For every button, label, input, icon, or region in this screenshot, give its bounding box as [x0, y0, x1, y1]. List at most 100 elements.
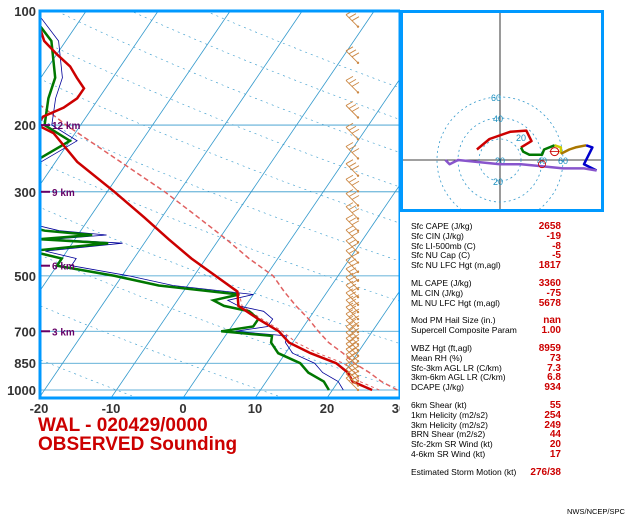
plot-area [0, 11, 400, 398]
param-row: ML CIN (J/kg) -75 [411, 287, 561, 299]
param-value: 2658 [538, 221, 561, 232]
param-label: Sfc NU LFC Hgt (m,agl) [411, 260, 501, 271]
dry-adiabat-line [40, 254, 400, 389]
wind-barb [345, 322, 360, 340]
param-label: BRN Shear (m2/s2) [411, 429, 486, 440]
wind-barb [345, 255, 360, 274]
dry-adiabat-line [40, 305, 284, 398]
param-value: 6.8 [547, 372, 561, 384]
param-row: 3km-6km AGL LR (C/km) 6.8 [411, 373, 561, 383]
virtual-temp-trace [114, 191, 380, 391]
param-label: Supercell Composite Param [411, 325, 517, 336]
credit-label: NWS/NCEP/SPC [567, 507, 625, 516]
hodograph-ring [478, 138, 522, 182]
param-label: ML CAPE (J/kg) [411, 277, 472, 288]
param-row: ML CAPE (J/kg) 3360 [411, 277, 561, 289]
pressure-tick-label: 300 [14, 185, 36, 200]
dry-adiabat-line [40, 39, 400, 188]
dewpoint-trace [40, 23, 330, 391]
temperature-tick-label: 10 [248, 401, 262, 415]
wind-barb [345, 101, 360, 119]
param-value: -8 [552, 240, 561, 252]
param-value: nan [543, 315, 561, 327]
wind-barb [345, 225, 360, 244]
param-label: Mod PM Hail Size (in.) [411, 315, 496, 326]
param-row: 1km Helicity (m2/s2) 254 [411, 409, 561, 421]
hodograph-axis-label: 60 [558, 156, 568, 166]
isotherm-line [254, 184, 400, 398]
param-label: Sfc CIN (J/kg) [411, 230, 464, 241]
hodograph-axis-label: 20 [493, 177, 503, 187]
param-value: 7.3 [547, 362, 561, 374]
chart-title-station: WAL - 020429/0000 [38, 415, 208, 436]
param-row: Mean RH (%) 73 [411, 353, 561, 364]
isotherm-line [326, 289, 400, 398]
wind-barb [345, 46, 360, 65]
isotherm-line [40, 11, 231, 292]
param-value: 5678 [538, 297, 561, 309]
param-row: Sfc NU LFC Hgt (m,agl) 1817 [411, 260, 561, 272]
param-value: -5 [552, 250, 561, 262]
skew-t-frame [38, 9, 400, 400]
pressure-tick-label: 1000 [7, 383, 36, 398]
param-value: 44 [549, 429, 561, 441]
param-value: -19 [546, 230, 561, 242]
param-label: 6km Shear (kt) [411, 399, 467, 410]
hodograph-trace [582, 144, 598, 172]
param-label: Sfc-3km AGL LR (C/km) [411, 362, 502, 373]
wind-barb [345, 214, 360, 232]
param-row: 6km Shear (kt) 55 [411, 399, 561, 411]
param-row: 3km Helicity (m2/s2) 249 [411, 419, 561, 431]
param-label: ML CIN (J/kg) [411, 287, 464, 298]
param-value: 3360 [538, 277, 561, 289]
param-value: -75 [546, 287, 561, 299]
wind-barb [345, 327, 360, 346]
hodograph-trace [476, 129, 533, 151]
param-label: Sfc CAPE (J/kg) [411, 221, 473, 231]
param-value: 249 [544, 419, 561, 431]
param-value: 934 [544, 382, 561, 394]
param-row: DCAPE (J/kg) 934 [411, 382, 561, 394]
wind-barb [345, 76, 360, 94]
mean-wind-marker [538, 160, 546, 169]
wind-barb [345, 142, 360, 160]
skew-t-chart: 1002003005007008501000-30-20-10010203040… [0, 4, 400, 415]
pressure-tick-label: 850 [14, 356, 36, 371]
param-label: 1km Helicity (m2/s2) [411, 409, 488, 420]
isotherm-line [0, 11, 14, 398]
param-label: 4-6km SR Wind (kt) [411, 448, 486, 459]
wind-barb [345, 174, 360, 193]
isotherm-line [182, 78, 400, 398]
wind-barb [345, 373, 360, 392]
wind-barb [345, 264, 360, 282]
param-value: 1817 [538, 260, 561, 272]
pressure-tick-label: 100 [14, 4, 36, 19]
hodograph-axis-label: 60 [491, 93, 501, 103]
pressure-tick-label: 500 [14, 269, 36, 284]
param-value: 17 [549, 448, 561, 460]
wind-barb [345, 189, 360, 207]
param-value: 55 [549, 399, 561, 411]
wind-barb [345, 122, 360, 141]
param-label: Sfc-2km SR Wind (kt) [411, 439, 493, 450]
param-label: 3km-6km AGL LR (C/km) [411, 372, 506, 383]
hodograph-ring [436, 96, 564, 212]
height-label: 3 km [52, 327, 75, 338]
param-label: Sfc LI-500mb (C) [411, 240, 476, 251]
param-row: ML NU LFC Hgt (m,agl) 5678 [411, 297, 561, 309]
hodograph-trace [554, 144, 563, 154]
hodograph-frame [400, 10, 604, 212]
param-label: Estimated Storm Motion (kt) [411, 466, 517, 477]
param-row: Sfc-2km SR Wind (kt) 20 [411, 439, 561, 450]
hodograph-axis-label: 40 [493, 114, 503, 124]
dry-adiabat-line [205, 11, 400, 89]
temperature-tick-label: 20 [320, 401, 334, 415]
param-row: BRN Shear (m2/s2) 44 [411, 430, 561, 440]
isotherm-line [40, 11, 87, 80]
pressure-tick-label: 700 [14, 324, 36, 339]
dry-adiabat-line [40, 78, 400, 224]
hodograph-trace [560, 144, 587, 155]
param-row: Supercell Composite Param 1.00 [411, 325, 561, 336]
